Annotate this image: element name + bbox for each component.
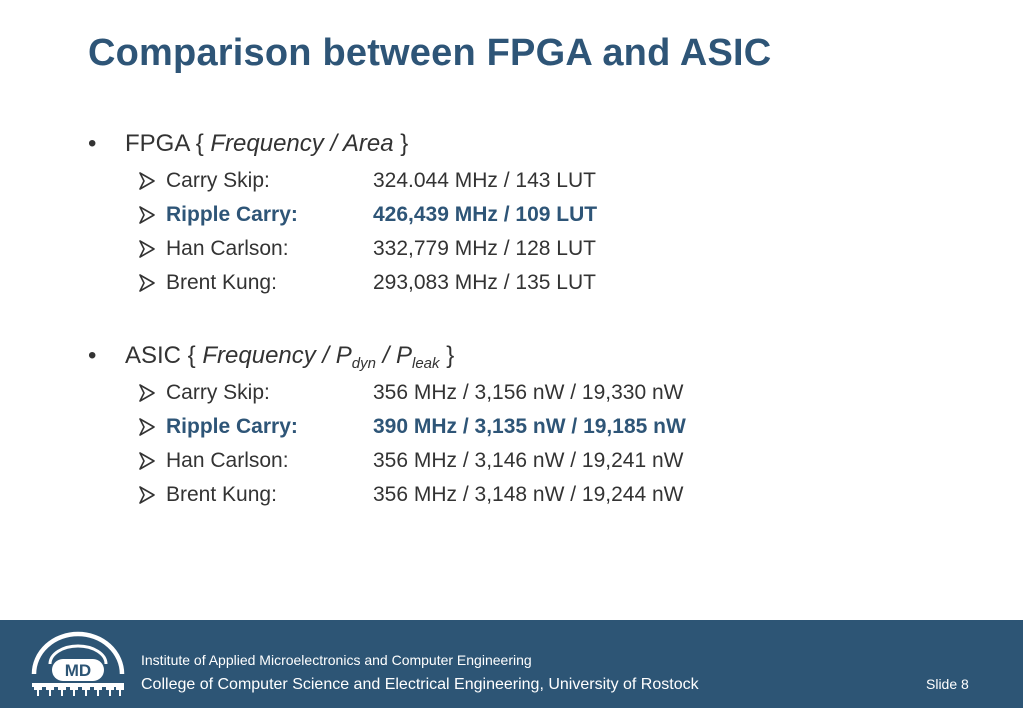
- footer-bar: MD Institute of Applied Microelectronics…: [0, 620, 1023, 708]
- arrowhead-bullet-icon: [139, 240, 155, 258]
- item-name: Han Carlson:: [166, 449, 289, 472]
- asic-label: ASIC {: [125, 342, 196, 369]
- arrowhead-bullet-icon: [139, 418, 155, 436]
- arrowhead-bullet-icon: [139, 384, 155, 402]
- slide-title: Comparison between FPGA and ASIC: [88, 32, 772, 74]
- asic-sub-dyn: dyn: [351, 355, 376, 372]
- item-value: 324.044 MHz / 143 LUT: [373, 169, 596, 192]
- asic-bullet: • ASIC { Frequency / Pdyn / Pleak }: [88, 342, 455, 372]
- fpga-metric: Frequency / Area: [210, 130, 394, 157]
- arrowhead-bullet-icon: [139, 452, 155, 470]
- item-name: Brent Kung:: [166, 483, 277, 506]
- asic-metric-freq: Frequency / P: [202, 342, 352, 369]
- item-name: Ripple Carry:: [166, 203, 298, 226]
- institute-name: Institute of Applied Microelectronics an…: [141, 652, 532, 668]
- asic-metric-sep: / P: [375, 342, 412, 369]
- item-value: 293,083 MHz / 135 LUT: [373, 271, 596, 294]
- fpga-close: }: [400, 130, 409, 157]
- item-name: Carry Skip:: [166, 381, 270, 404]
- fpga-label: FPGA {: [125, 130, 204, 157]
- md-university-logo: MD: [31, 631, 125, 696]
- item-value: 332,779 MHz / 128 LUT: [373, 237, 596, 260]
- arrowhead-bullet-icon: [139, 206, 155, 224]
- arrowhead-bullet-icon: [139, 486, 155, 504]
- slide-content: Comparison between FPGA and ASIC • FPGA {…: [88, 32, 772, 506]
- logo-text: MD: [65, 661, 91, 680]
- item-name: Carry Skip:: [166, 169, 270, 192]
- arrowhead-bullet-icon: [139, 172, 155, 190]
- college-name: College of Computer Science and Electric…: [141, 676, 699, 693]
- item-value: 356 MHz / 3,156 nW / 19,330 nW: [373, 381, 684, 404]
- item-value: 356 MHz / 3,146 nW / 19,241 nW: [373, 449, 684, 472]
- item-value: 426,439 MHz / 109 LUT: [373, 203, 598, 226]
- asic-close: }: [446, 342, 455, 369]
- item-name: Ripple Carry:: [166, 415, 298, 438]
- fpga-bullet: • FPGA { Frequency / Area }: [88, 130, 408, 158]
- bullet-dot: •: [88, 130, 97, 157]
- item-name: Brent Kung:: [166, 271, 277, 294]
- item-value: 356 MHz / 3,148 nW / 19,244 nW: [373, 483, 684, 506]
- asic-sub-leak: leak: [411, 355, 440, 372]
- item-name: Han Carlson:: [166, 237, 289, 260]
- bullet-dot: •: [88, 342, 97, 369]
- arrowhead-bullet-icon: [139, 274, 155, 292]
- item-value: 390 MHz / 3,135 nW / 19,185 nW: [373, 415, 686, 438]
- slide-number: Slide 8: [926, 676, 969, 692]
